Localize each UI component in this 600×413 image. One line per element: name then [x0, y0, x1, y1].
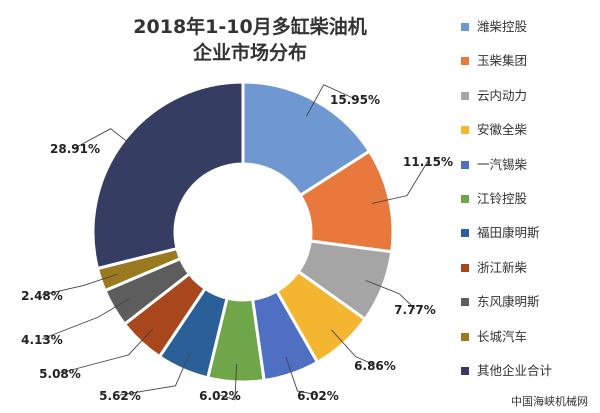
leader-line-10 [41, 273, 119, 296]
legend-item: 其他企业合计 [455, 361, 595, 395]
legend-swatch [461, 160, 469, 169]
legend-swatch [461, 229, 469, 238]
leader-line-4 [331, 329, 376, 366]
legend-swatch [461, 91, 469, 100]
legend-item: 云内动力 [455, 86, 595, 120]
legend-label: 江铃控股 [477, 190, 528, 206]
legend-item: 江铃控股 [455, 189, 595, 223]
leader-line-3 [365, 280, 416, 310]
legend-label: 浙江新柴 [477, 259, 528, 275]
chart-title-line-1: 2018年1-10月多缸柴油机 [133, 16, 367, 38]
watermark-text: 中国海峡机械网 [511, 395, 588, 408]
legend-swatch [461, 57, 469, 66]
data-label-1: 15.95% [330, 93, 380, 107]
leader-line-5 [285, 356, 319, 396]
legend-item: 长城汽车 [455, 327, 595, 361]
legend-item: 安徽全柴 [455, 120, 595, 154]
legend: 潍柴控股玉柴集团云内动力安徽全柴一汽锡柴江铃控股福田康明斯浙江新柴东风康明斯长城… [455, 17, 595, 395]
leader-line-11 [74, 128, 140, 152]
legend-label: 安徽全柴 [477, 122, 528, 138]
leader-line-2 [371, 160, 429, 204]
data-label-9: 4.13% [21, 333, 63, 347]
data-label-3: 7.77% [394, 303, 436, 317]
legend-swatch [461, 23, 469, 31]
legend-item: 玉柴集团 [455, 51, 595, 85]
legend-label: 云内动力 [477, 87, 528, 103]
leader-line-7 [119, 352, 191, 396]
legend-swatch [461, 366, 469, 375]
data-label-6: 6.02% [199, 389, 241, 403]
legend-swatch [461, 298, 469, 307]
legend-item: 一汽锡柴 [455, 155, 595, 189]
data-label-5: 6.02% [297, 389, 339, 403]
data-label-4: 6.86% [354, 359, 396, 373]
legend-swatch [461, 194, 469, 203]
donut-slice-1 [241, 80, 372, 198]
data-label-10: 2.48% [21, 289, 63, 303]
legend-label: 东风康明斯 [477, 294, 540, 310]
legend-item: 东风康明斯 [455, 292, 595, 326]
legend-label: 玉柴集团 [477, 53, 528, 69]
data-label-7: 5.62% [99, 389, 141, 403]
chart-title-line-2: 企业市场分布 [192, 42, 307, 64]
legend-label: 一汽锡柴 [477, 156, 528, 172]
legend-label: 潍柴控股 [477, 19, 528, 34]
donut-slice-11 [91, 80, 245, 271]
legend-item: 浙江新柴 [455, 258, 595, 292]
data-label-11: 28.91% [50, 142, 100, 156]
leader-line-8 [59, 328, 154, 374]
data-label-8: 5.08% [39, 367, 81, 381]
legend-swatch [461, 332, 469, 341]
legend-swatch [461, 263, 469, 272]
legend-label: 长城汽车 [477, 328, 528, 344]
legend-label: 福田康明斯 [477, 225, 540, 241]
legend-item: 潍柴控股 [455, 17, 595, 51]
leader-line-1 [306, 84, 356, 117]
legend-item: 福田康明斯 [455, 223, 595, 257]
legend-label: 其他企业合计 [477, 362, 553, 378]
leader-line-9 [41, 298, 130, 340]
legend-swatch [461, 126, 469, 135]
data-label-2: 11.15% [403, 155, 453, 169]
leader-line-6 [219, 363, 238, 401]
